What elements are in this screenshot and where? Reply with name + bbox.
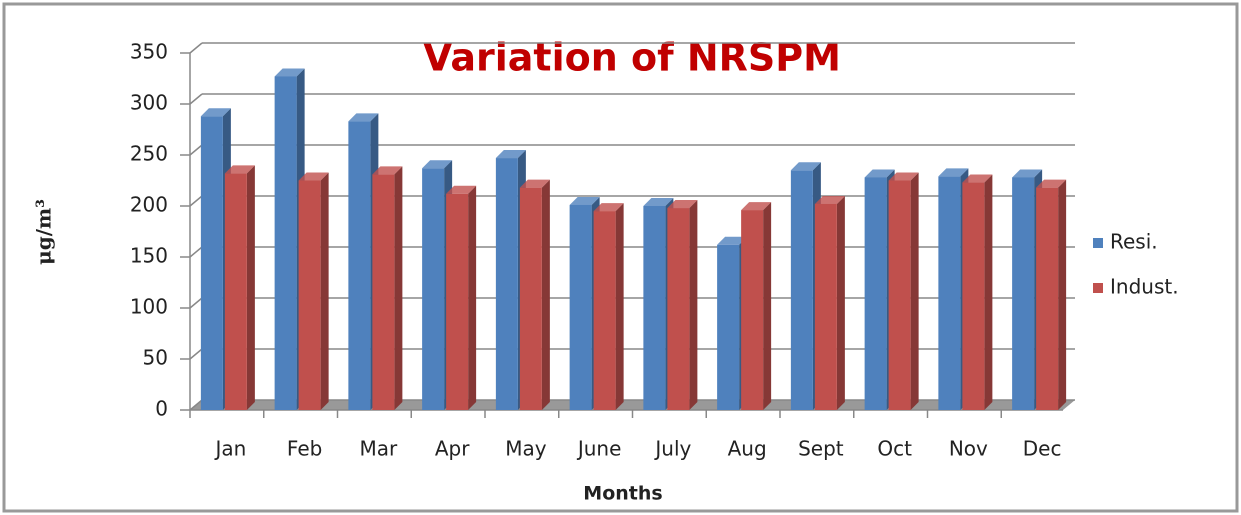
bar-side	[320, 172, 329, 410]
y-tick-label: 300	[130, 91, 168, 115]
x-tick-label: Oct	[877, 437, 912, 461]
bar-side	[763, 202, 772, 410]
y-tick-label: 200	[130, 193, 168, 217]
bar-side	[246, 165, 255, 410]
legend-label: Resi.	[1110, 230, 1158, 254]
bar	[888, 180, 911, 410]
bar-top	[790, 162, 821, 171]
bar	[1036, 187, 1059, 410]
bar-top	[200, 108, 231, 117]
y-tick-label: 150	[130, 244, 168, 268]
bar-side	[541, 179, 550, 410]
bar-top	[864, 169, 895, 178]
bar-top	[962, 174, 993, 183]
bar-top	[569, 196, 600, 205]
bar	[372, 174, 395, 410]
bar-top	[348, 113, 379, 122]
bar-top	[224, 165, 255, 174]
grid-line-side	[189, 144, 203, 156]
legend-swatch	[1093, 238, 1103, 248]
bar-top	[274, 68, 305, 77]
x-tick-label: Apr	[435, 437, 470, 461]
bar	[938, 176, 961, 410]
y-tick-label: 250	[130, 142, 168, 166]
chart-title: Variation of NRSPM	[423, 36, 841, 80]
bar	[667, 208, 690, 410]
bar	[495, 158, 518, 410]
bar	[1012, 177, 1035, 410]
bar	[814, 203, 837, 410]
bar	[569, 204, 592, 410]
bar-side	[689, 200, 698, 410]
x-axis-title: Months	[583, 483, 662, 505]
y-tick-label: 100	[130, 295, 168, 319]
x-tick-label: June	[576, 437, 622, 461]
bar-top	[298, 172, 329, 181]
bar-top	[1012, 169, 1043, 178]
y-tick-label: 350	[130, 40, 168, 64]
y-axis-title: μg/m³	[32, 199, 56, 265]
grid-line-side	[189, 195, 203, 207]
grid-line-side	[189, 348, 203, 360]
bar	[717, 244, 740, 410]
bar	[790, 170, 813, 410]
bar-top	[593, 203, 624, 212]
y-tick-label: 50	[143, 346, 168, 370]
bar	[446, 193, 469, 410]
floor	[190, 400, 1075, 410]
x-tick-label: Mar	[360, 437, 399, 461]
x-tick-label: Dec	[1023, 437, 1062, 461]
bar-top	[446, 185, 477, 194]
bar-top	[1036, 179, 1067, 188]
y-tick-label: 0	[155, 397, 168, 421]
bar-top	[814, 195, 845, 204]
bar	[864, 177, 887, 410]
bar	[962, 182, 985, 410]
bar	[593, 211, 616, 410]
legend-swatch	[1093, 283, 1103, 293]
bar-side	[468, 185, 477, 410]
x-tick-label: Jan	[213, 437, 246, 461]
bar-side	[394, 166, 403, 410]
bar-side	[1058, 179, 1067, 410]
bar	[224, 173, 247, 410]
bar	[741, 210, 764, 410]
bar	[643, 206, 666, 410]
bar-top	[495, 150, 526, 159]
bar	[200, 116, 223, 411]
bar	[348, 121, 371, 410]
bar-top	[888, 172, 919, 181]
grid-line-side	[189, 246, 203, 258]
bar	[274, 76, 297, 411]
bar-top	[741, 202, 772, 211]
grid-line-side	[189, 42, 203, 54]
bar-top	[938, 168, 969, 177]
x-tick-label: Feb	[287, 437, 322, 461]
bar-top	[643, 198, 674, 206]
bar-top	[667, 200, 698, 209]
x-tick-label: May	[505, 437, 547, 461]
grid-line-side	[189, 297, 203, 309]
x-tick-label: Aug	[728, 437, 767, 461]
x-tick-label: Nov	[949, 437, 988, 461]
bar	[519, 187, 542, 410]
bar-top	[717, 236, 748, 245]
bar-side	[910, 172, 919, 410]
bar	[422, 168, 445, 410]
bar	[298, 180, 321, 410]
bar-top	[519, 179, 550, 188]
grid-line-side	[189, 399, 203, 411]
grid-line-side	[189, 93, 203, 105]
bar-side	[615, 203, 624, 410]
bar-top	[422, 160, 453, 169]
bar-side	[836, 195, 845, 410]
bar-top	[372, 166, 403, 175]
x-tick-label: July	[653, 437, 691, 461]
legend-label: Indust.	[1110, 275, 1179, 299]
bar-side	[984, 174, 993, 410]
x-tick-label: Sept	[798, 437, 844, 461]
